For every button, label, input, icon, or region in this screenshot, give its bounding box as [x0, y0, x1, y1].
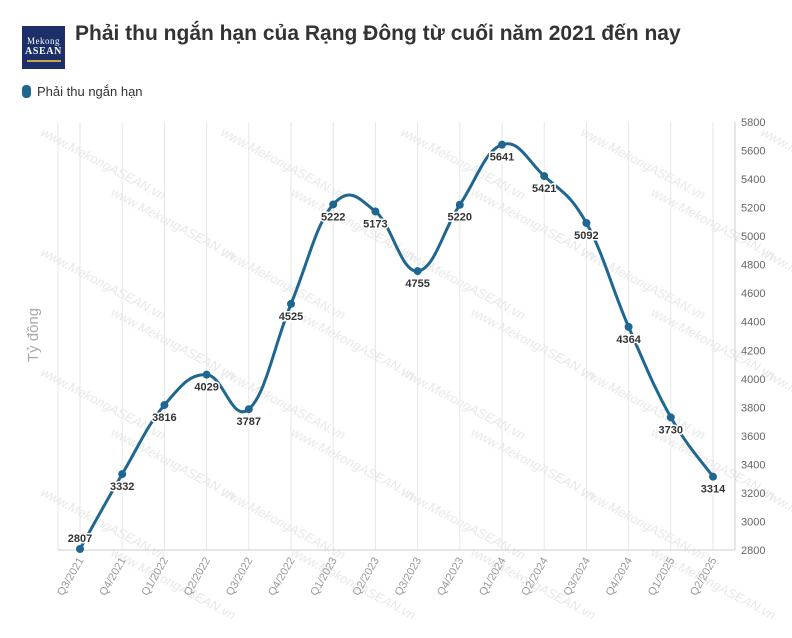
x-tick-label: Q4/2023 — [435, 556, 466, 599]
watermark-text: www.MekongASEAN.vn — [219, 364, 349, 442]
y-tick-label: 4000 — [741, 374, 765, 386]
data-label: 5641 — [490, 152, 514, 164]
data-label: 4029 — [194, 382, 218, 394]
logo-underline — [26, 60, 61, 62]
y-tick-label: 5000 — [741, 231, 765, 243]
data-point[interactable] — [244, 405, 253, 414]
y-tick-label: 3600 — [741, 431, 765, 443]
data-label: 3730 — [659, 424, 683, 436]
data-point[interactable] — [329, 200, 338, 209]
grid-lines — [57, 122, 736, 551]
logo-text-bottom: ASEAN — [25, 46, 62, 57]
data-point[interactable] — [709, 472, 717, 481]
logo-text-top: Mekong — [27, 36, 60, 46]
y-tick-label: 5200 — [741, 203, 765, 215]
data-label: 3787 — [237, 416, 261, 428]
data-labels: 2807 3332 3816 4029 3787 4525 5222 5173 4755 5220… — [66, 150, 727, 546]
watermark-text: www.MekongASEAN.vn — [579, 364, 709, 442]
data-label: 4525 — [279, 311, 303, 323]
data-point[interactable] — [287, 299, 295, 308]
data-point[interactable] — [160, 401, 169, 410]
watermark-text: www.MekongASEAN.vn — [109, 304, 239, 382]
watermark-text: www.MekongASEAN.vn — [109, 184, 239, 262]
legend-label: Phải thu ngắn hạn — [37, 84, 143, 99]
y-tick-label: 2800 — [741, 545, 765, 557]
data-label: 3314 — [701, 484, 726, 496]
watermark-text: www.MekongASEAN.vn — [759, 244, 792, 322]
y-tick-label: 3800 — [741, 402, 765, 414]
data-point[interactable] — [666, 413, 675, 422]
watermark-text: www.MekongASEAN.vn — [219, 124, 349, 202]
x-tick-label: Q4/2022 — [266, 556, 297, 599]
y-tick-label: 3400 — [741, 459, 765, 471]
y-tick-label: 4800 — [741, 260, 765, 272]
data-label: 4755 — [405, 278, 429, 290]
watermark-text: www.MekongASEAN.vn — [289, 424, 419, 502]
watermark-text: www.MekongASEAN.vn — [579, 484, 709, 562]
data-point[interactable] — [371, 207, 380, 216]
y-tick-label: 3200 — [741, 488, 765, 500]
data-point[interactable] — [624, 322, 633, 331]
watermark-text: www.MekongASEAN.vn — [469, 184, 599, 262]
watermark-text: www.MekongASEAN.vn — [759, 124, 792, 202]
y-tick-label: 4600 — [741, 288, 765, 300]
watermark-layer: www.MekongASEAN.vn www.MekongASEAN.vn www.… — [39, 124, 792, 622]
legend-swatch — [22, 85, 31, 98]
data-point[interactable] — [118, 470, 127, 479]
data-point[interactable] — [455, 200, 464, 209]
data-label: 3332 — [110, 481, 134, 493]
watermark-text: www.MekongASEAN.vn — [469, 424, 599, 502]
x-tick-label: Q3/2022 — [224, 556, 255, 599]
series-line — [78, 142, 715, 551]
y-tick-label: 3000 — [741, 516, 765, 528]
x-tick-label: Q4/2021 — [97, 556, 128, 599]
x-tick-label: Q4/2024 — [604, 556, 635, 599]
data-label: 4364 — [616, 334, 641, 346]
data-label: 5092 — [574, 230, 598, 242]
watermark-text: www.MekongASEAN.vn — [579, 124, 709, 202]
data-label: 2807 — [68, 533, 92, 545]
page-title: Phải thu ngắn hạn của Rạng Đông từ cuối … — [75, 22, 681, 45]
data-points — [76, 140, 717, 554]
data-label: 5173 — [363, 218, 387, 230]
watermark-text: www.MekongASEAN.vn — [289, 304, 419, 382]
data-point[interactable] — [76, 545, 84, 554]
x-tick-label: Q3/2023 — [393, 556, 424, 599]
data-point[interactable] — [413, 267, 422, 276]
watermark-text: www.MekongASEAN.vn — [219, 484, 349, 562]
y-tick-label: 5600 — [741, 146, 765, 158]
legend[interactable]: Phải thu ngắn hạn — [22, 84, 143, 99]
watermark-text: www.MekongASEAN.vn — [469, 304, 599, 382]
data-point[interactable] — [498, 140, 506, 149]
y-tick-label: 5800 — [741, 117, 765, 129]
watermark-text: www.MekongASEAN.vn — [109, 544, 239, 622]
x-tick-label: Q3/2024 — [562, 556, 593, 599]
y-tick-label: 5400 — [741, 174, 765, 186]
data-point[interactable] — [202, 370, 211, 379]
watermark-text: www.MekongASEAN.vn — [579, 244, 709, 322]
data-label: 5222 — [321, 211, 345, 223]
brand-logo: Mekong ASEAN — [22, 26, 65, 69]
x-axis: Q3/2021 Q4/2021 Q1/2022 Q2/2022 Q3/2022 Q4/20… — [55, 556, 719, 599]
x-tick-label: Q3/2021 — [55, 556, 86, 599]
y-axis-label: Tỷ đồng — [25, 308, 42, 362]
data-point[interactable] — [582, 219, 591, 228]
data-label: 3816 — [152, 412, 176, 424]
data-label: 5220 — [448, 212, 472, 224]
y-tick-label: 4400 — [741, 317, 765, 329]
data-point[interactable] — [540, 172, 549, 181]
data-label: 5421 — [532, 183, 556, 195]
y-axis: 2800 3000 3200 3400 3600 3800 4000 4200 4400 4600… — [741, 117, 765, 557]
y-tick-label: 4200 — [741, 345, 765, 357]
